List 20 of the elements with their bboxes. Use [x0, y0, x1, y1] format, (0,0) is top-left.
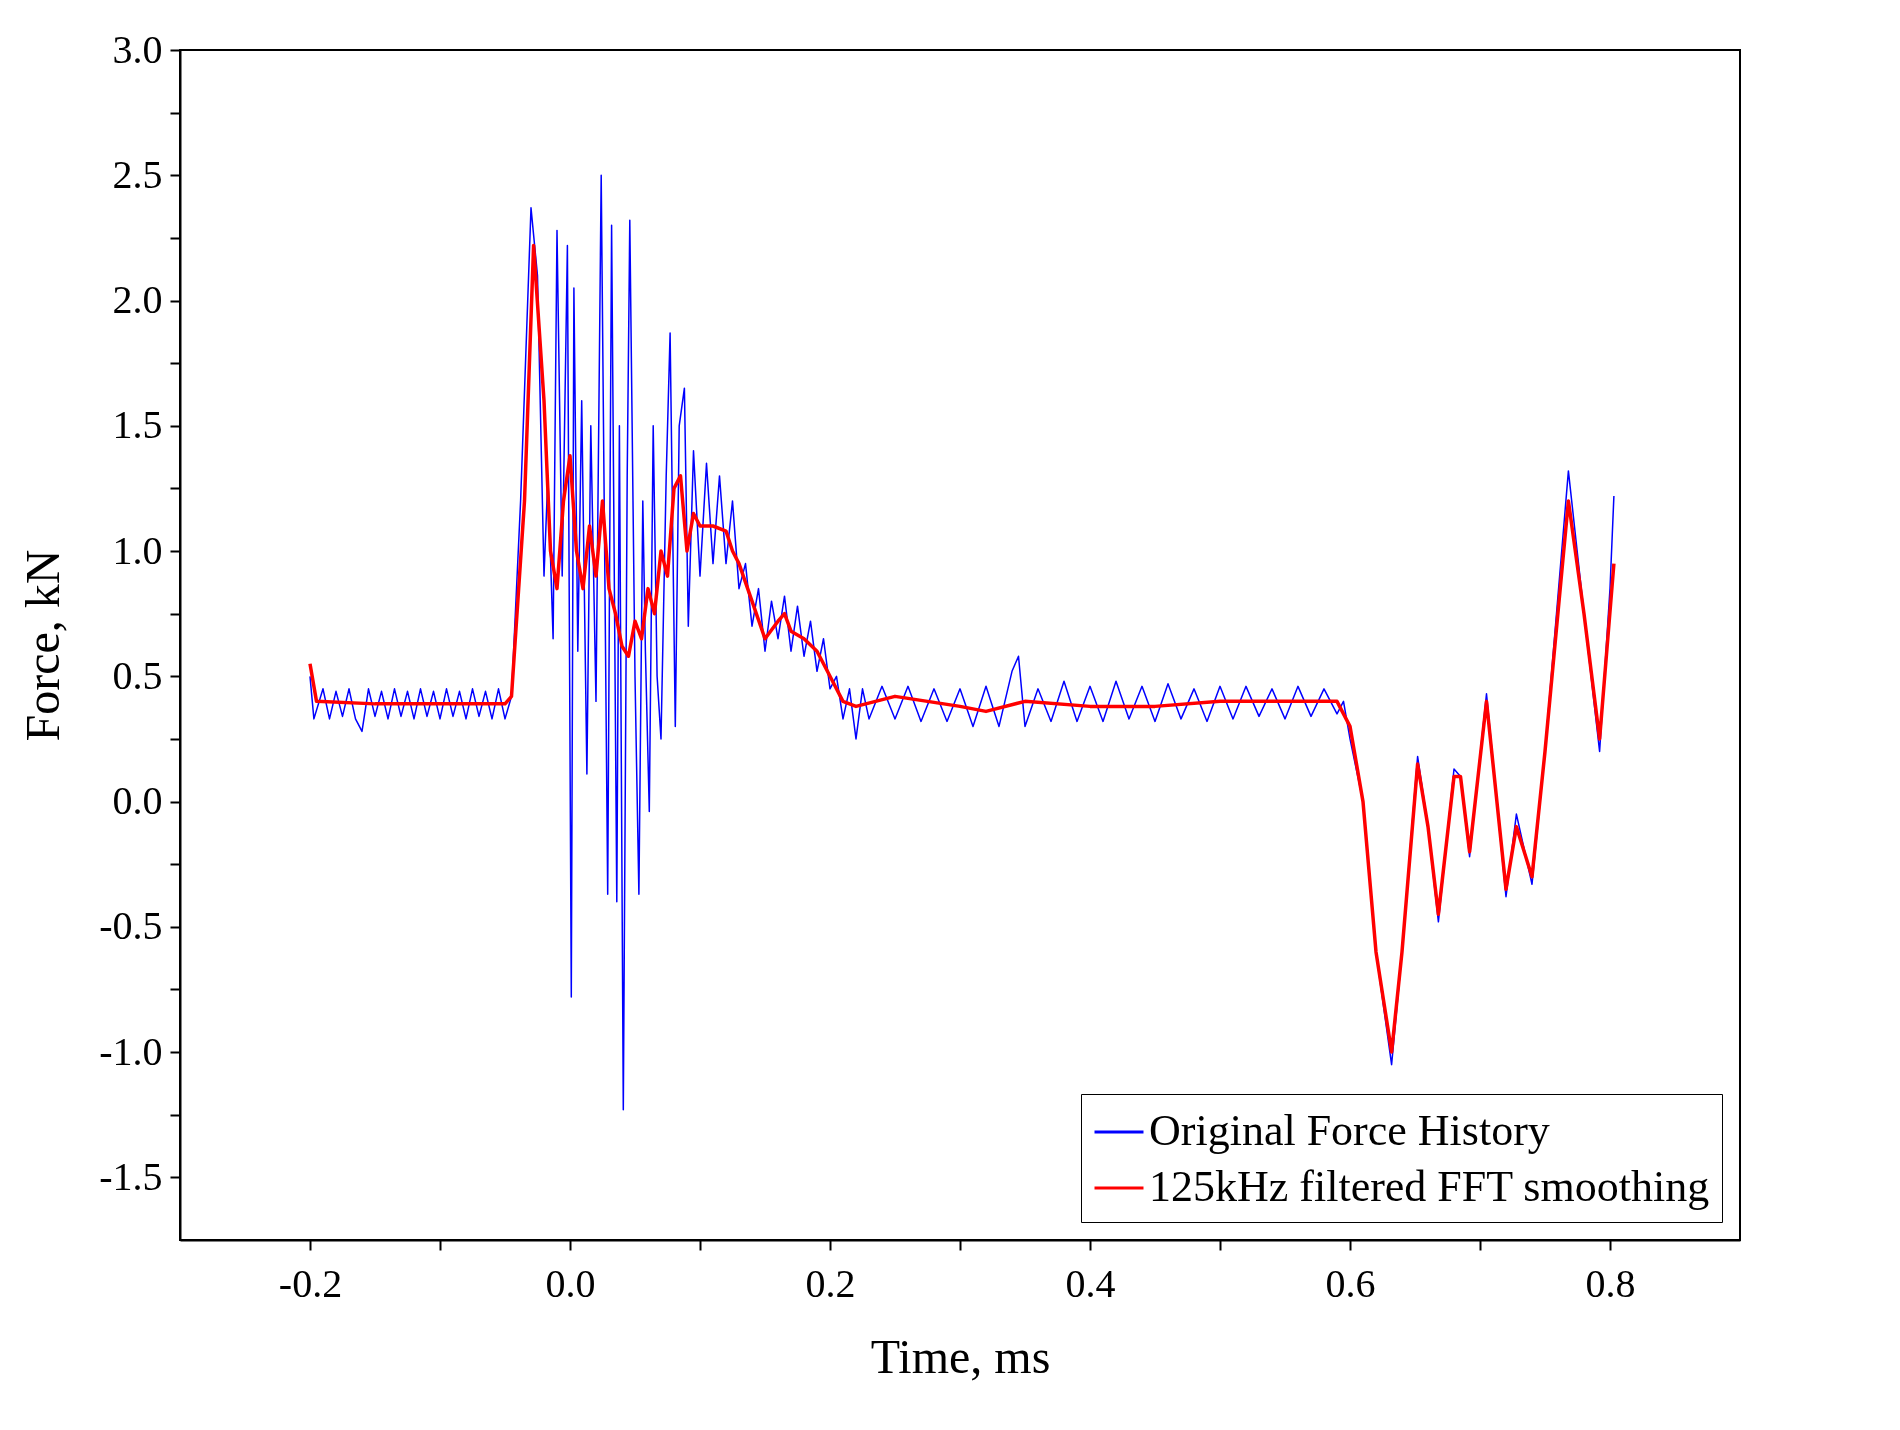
y-tick-label: 3.0 — [112, 26, 163, 72]
x-tick-label: 0.6 — [1325, 1260, 1376, 1306]
x-tick-label: -0.2 — [278, 1260, 343, 1306]
y-tick-label: 2.5 — [112, 151, 163, 197]
y-tick-label: -0.5 — [99, 903, 163, 949]
x-tick-label: 0.2 — [805, 1260, 856, 1306]
x-tick-label: 0.8 — [1585, 1260, 1636, 1306]
y-tick-label: 0.0 — [112, 778, 163, 824]
y-axis-title: Force, kN — [16, 549, 70, 742]
y-tick-label: 0.5 — [112, 652, 163, 698]
legend-label: Original Force History — [1149, 1106, 1550, 1155]
y-tick-label: -1.0 — [99, 1028, 163, 1074]
x-axis-title: Time, ms — [870, 1329, 1051, 1383]
y-tick-label: 1.5 — [112, 402, 163, 448]
x-tick-label: 0.0 — [545, 1260, 596, 1306]
x-tick-label: 0.4 — [1065, 1260, 1116, 1306]
y-tick-label: 1.0 — [112, 527, 163, 573]
legend-label: 125kHz filtered FFT smoothing — [1149, 1162, 1710, 1211]
y-tick-label: -1.5 — [99, 1153, 163, 1199]
y-tick-label: 2.0 — [112, 277, 163, 323]
